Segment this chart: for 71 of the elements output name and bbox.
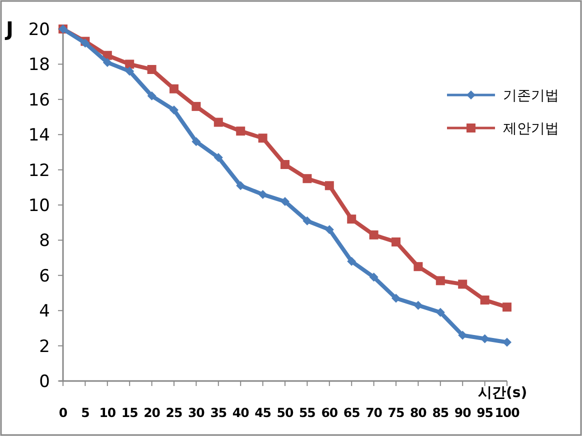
point	[324, 225, 334, 234]
y-tick-label: 0	[39, 372, 50, 392]
x-axis-title: 시간(s)	[478, 385, 528, 401]
point	[458, 280, 468, 289]
point	[414, 300, 423, 310]
point	[147, 64, 156, 74]
point	[436, 276, 445, 286]
point	[347, 214, 356, 224]
point	[502, 302, 512, 312]
x-tick-label: 30	[188, 405, 206, 420]
x-tick-label: 50	[276, 405, 294, 420]
point	[480, 296, 490, 305]
point	[214, 118, 223, 127]
point	[280, 160, 290, 170]
point	[170, 105, 178, 114]
point	[347, 256, 356, 266]
x-tick-label: 15	[121, 405, 138, 420]
y-tick-label: 20	[28, 20, 50, 40]
y-tick-label: 16	[28, 90, 50, 110]
legend-label: 제안기법	[503, 121, 559, 137]
x-tick-label: 100	[494, 405, 520, 420]
x-tick-label: 25	[166, 405, 182, 420]
x-tick-label: 10	[99, 405, 116, 420]
y-tick-label: 4	[39, 302, 50, 322]
point	[392, 294, 400, 303]
y-tick-label: 14	[28, 126, 50, 146]
x-tick-label: 60	[321, 405, 338, 420]
x-tick-label: 55	[298, 405, 316, 420]
x-tick-label: 45	[254, 405, 272, 420]
x-tick-label: 0	[58, 405, 68, 420]
y-axis-title: J	[4, 17, 14, 41]
point	[192, 102, 201, 111]
point	[324, 181, 334, 190]
x-tick-label: 80	[410, 405, 428, 420]
y-tick-label: 2	[39, 336, 50, 357]
y-tick-label: 12	[28, 160, 50, 181]
x-tick-label: 70	[366, 405, 383, 420]
x-tick-label: 5	[81, 405, 90, 420]
point	[192, 137, 201, 146]
point	[258, 134, 268, 143]
point	[102, 58, 112, 67]
point	[170, 84, 178, 94]
point	[369, 230, 378, 240]
point	[125, 66, 134, 76]
legend-label: 기존기법	[503, 88, 559, 104]
point	[236, 126, 246, 136]
point	[280, 196, 290, 206]
point	[302, 216, 312, 226]
point	[258, 190, 268, 199]
y-tick-label: 6	[39, 266, 50, 286]
x-tick-label: 85	[432, 405, 449, 420]
point	[214, 152, 223, 162]
point	[125, 60, 134, 69]
y-tick-label: 8	[39, 231, 50, 252]
point	[436, 308, 445, 317]
point	[414, 262, 423, 272]
x-tick-label: 75	[388, 405, 404, 420]
point	[236, 181, 246, 190]
x-tick-label: 35	[210, 405, 227, 420]
point	[502, 338, 512, 347]
x-tick-label: 90	[454, 405, 472, 420]
x-tick-label: 65	[343, 405, 360, 420]
x-tick-label: 20	[144, 405, 161, 420]
point	[147, 91, 156, 100]
point	[392, 237, 400, 246]
point	[369, 272, 378, 282]
y-tick-label: 10	[28, 196, 50, 216]
x-tick-label: 40	[232, 405, 250, 420]
point	[302, 174, 312, 184]
y-tick-label: 18	[28, 55, 50, 76]
x-tick-label: 95	[476, 405, 494, 420]
